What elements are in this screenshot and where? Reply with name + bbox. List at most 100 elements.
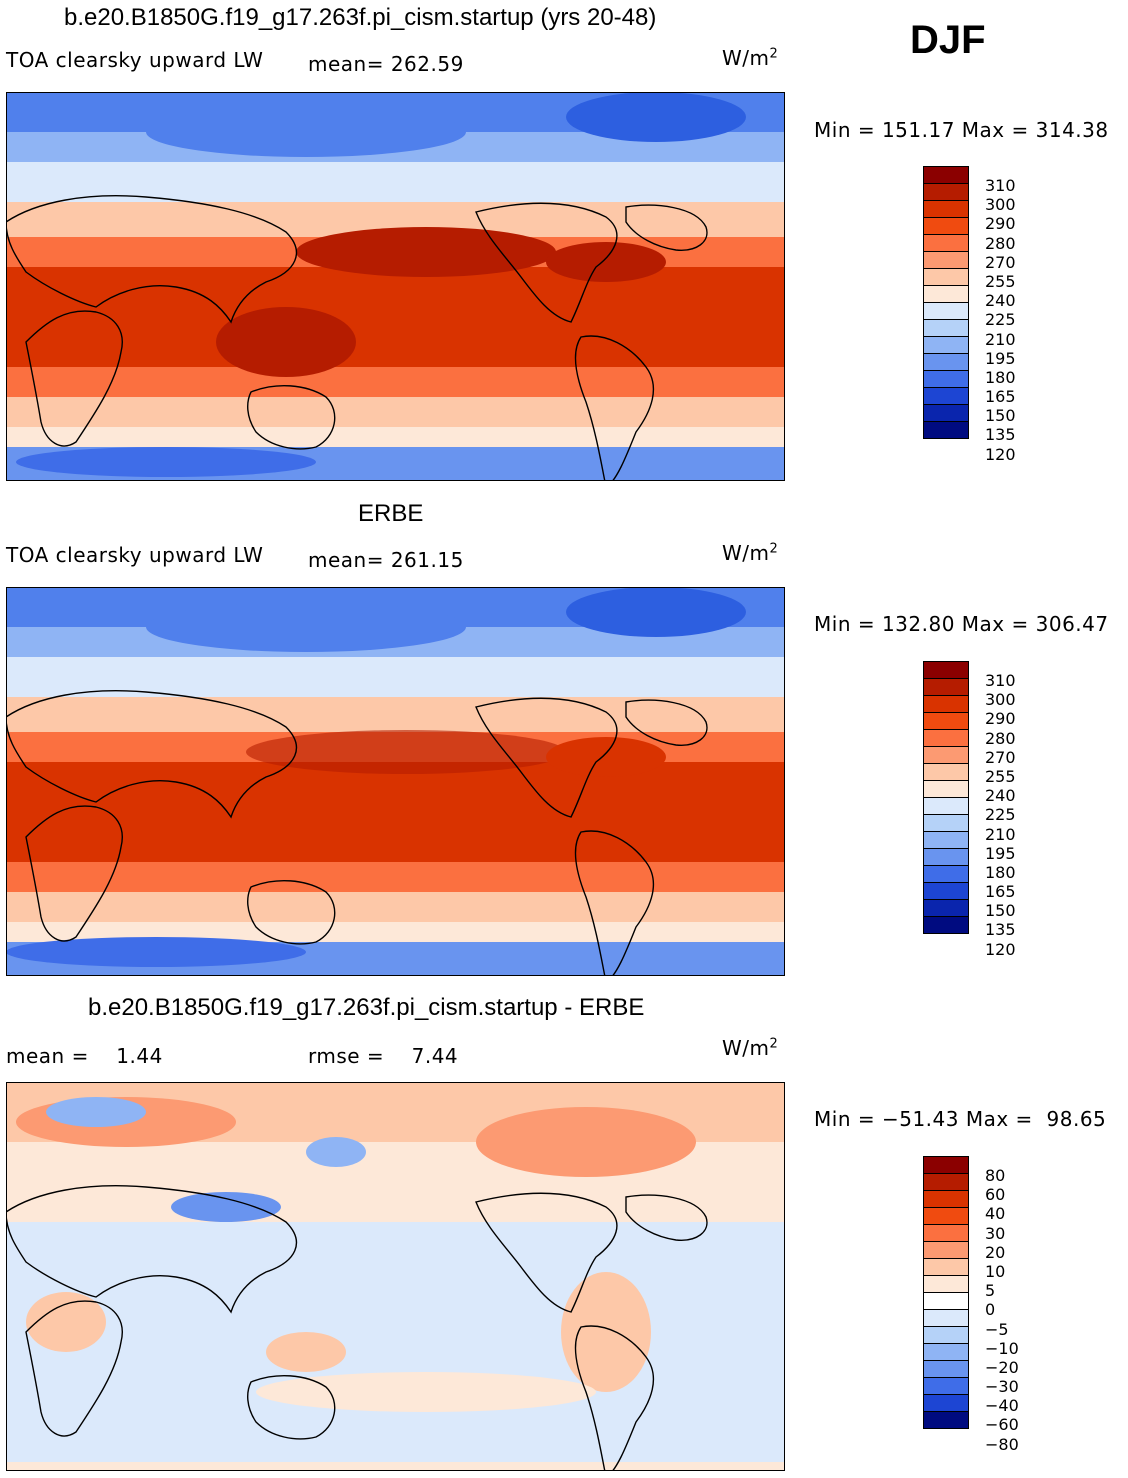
- colorbar-label: 135: [985, 425, 1016, 445]
- colorbar-label: −60: [985, 1415, 1019, 1435]
- panel2-colorbar: [923, 661, 969, 934]
- colorbar-box: [923, 763, 969, 781]
- panel3-rmse: rmse = 7.44: [308, 1044, 459, 1068]
- colorbar-label: −80: [985, 1434, 1019, 1454]
- colorbar-box: [923, 217, 969, 235]
- colorbar-box: [923, 319, 969, 337]
- panel1-variable: TOA clearsky upward LW: [6, 48, 264, 72]
- colorbar-box: [923, 1292, 969, 1310]
- colorbar-box: [923, 1309, 969, 1327]
- colorbar-box: [923, 814, 969, 832]
- colorbar-box: [923, 831, 969, 849]
- colorbar-label: −5: [985, 1319, 1009, 1339]
- colorbar-box: [923, 1190, 969, 1208]
- panel2-units: W/m2: [722, 541, 779, 565]
- colorbar-box: [923, 1258, 969, 1276]
- panel3-units: W/m2: [722, 1036, 779, 1060]
- colorbar-label: 180: [985, 367, 1016, 387]
- colorbar-label: 225: [985, 805, 1016, 825]
- colorbar-box: [923, 1156, 969, 1174]
- colorbar-label: 120: [985, 939, 1016, 959]
- colorbar-label: 20: [985, 1242, 1006, 1262]
- colorbar-label: 30: [985, 1223, 1006, 1243]
- colorbar-label: 40: [985, 1204, 1006, 1224]
- colorbar-box: [923, 421, 969, 439]
- colorbar-label: −40: [985, 1396, 1019, 1416]
- colorbar-label: 280: [985, 233, 1016, 253]
- panel3-minmax: Min = −51.43 Max = 98.65: [814, 1107, 1107, 1131]
- colorbar-label: 270: [985, 747, 1016, 767]
- panel1-units: W/m2: [722, 46, 779, 70]
- colorbar-box: [923, 848, 969, 866]
- panel3-colorbar-labels: 80 60 40 30 20 10 5 0 −5 −10 −20 −30 −40 −60 −80: [985, 1166, 1019, 1454]
- panel1-map: [6, 92, 785, 481]
- colorbar-box: [923, 251, 969, 269]
- colorbar-label: 300: [985, 195, 1016, 215]
- colorbar-box: [923, 1360, 969, 1378]
- colorbar-box: [923, 353, 969, 371]
- colorbar-label: 195: [985, 843, 1016, 863]
- colorbar-label: 80: [985, 1166, 1006, 1185]
- colorbar-label: 280: [985, 728, 1016, 748]
- colorbar-label: 195: [985, 348, 1016, 368]
- colorbar-box: [923, 1343, 969, 1361]
- colorbar-box: [923, 1394, 969, 1412]
- colorbar-label: 180: [985, 862, 1016, 882]
- colorbar-box: [923, 797, 969, 815]
- panel2-minmax: Min = 132.80 Max = 306.47: [814, 612, 1109, 636]
- colorbar-label: 150: [985, 901, 1016, 921]
- colorbar-label: 120: [985, 444, 1016, 464]
- panel2-title: ERBE: [358, 500, 424, 527]
- colorbar-box: [923, 1224, 969, 1242]
- colorbar-label: 165: [985, 882, 1016, 902]
- panel2-mean: mean= 261.15: [308, 548, 464, 572]
- colorbar-box: [923, 865, 969, 883]
- colorbar-label: 210: [985, 329, 1016, 349]
- colorbar-box: [923, 1241, 969, 1259]
- panel1-colorbar-labels: 310 300 290 280 270 255 240 225 210 195 180 165 150 1…: [985, 176, 1016, 464]
- colorbar-box: [923, 1275, 969, 1293]
- colorbar-box: [923, 1173, 969, 1191]
- panel2-map: [6, 587, 785, 976]
- colorbar-box: [923, 370, 969, 388]
- colorbar-label: 240: [985, 291, 1016, 311]
- panel1-colorbar: [923, 166, 969, 439]
- panel2-colorbar-labels: 310 300 290 280 270 255 240 225 210 195 180 165 150 1…: [985, 671, 1016, 959]
- colorbar-label: 310: [985, 176, 1016, 195]
- colorbar-box: [923, 1207, 969, 1225]
- colorbar-label: 255: [985, 271, 1016, 291]
- colorbar-label: −20: [985, 1357, 1019, 1377]
- panel3-map: [6, 1082, 785, 1471]
- colorbar-box: [923, 302, 969, 320]
- colorbar-label: 225: [985, 310, 1016, 330]
- colorbar-label: −30: [985, 1377, 1019, 1397]
- colorbar-label: 290: [985, 214, 1016, 234]
- panel3-colorbar: [923, 1156, 969, 1429]
- colorbar-box: [923, 166, 969, 184]
- colorbar-box: [923, 712, 969, 730]
- colorbar-label: 270: [985, 252, 1016, 272]
- colorbar-box: [923, 899, 969, 917]
- colorbar-box: [923, 285, 969, 303]
- colorbar-box: [923, 1377, 969, 1395]
- colorbar-box: [923, 336, 969, 354]
- panel1-title: b.e20.B1850G.f19_g17.263f.pi_cism.startu…: [64, 4, 657, 31]
- colorbar-box: [923, 678, 969, 696]
- panel2-variable: TOA clearsky upward LW: [6, 543, 264, 567]
- colorbar-label: 135: [985, 920, 1016, 940]
- colorbar-box: [923, 1411, 969, 1429]
- colorbar-label: 60: [985, 1185, 1006, 1205]
- colorbar-label: 290: [985, 709, 1016, 729]
- colorbar-box: [923, 780, 969, 798]
- panel1-minmax: Min = 151.17 Max = 314.38: [814, 118, 1109, 142]
- colorbar-label: 0: [985, 1300, 996, 1320]
- colorbar-box: [923, 746, 969, 764]
- colorbar-box: [923, 404, 969, 422]
- colorbar-label: −10: [985, 1338, 1019, 1358]
- colorbar-label: 150: [985, 406, 1016, 426]
- panel3-title: b.e20.B1850G.f19_g17.263f.pi_cism.startu…: [88, 994, 645, 1021]
- colorbar-box: [923, 729, 969, 747]
- colorbar-box: [923, 268, 969, 286]
- colorbar-label: 300: [985, 690, 1016, 710]
- colorbar-box: [923, 916, 969, 934]
